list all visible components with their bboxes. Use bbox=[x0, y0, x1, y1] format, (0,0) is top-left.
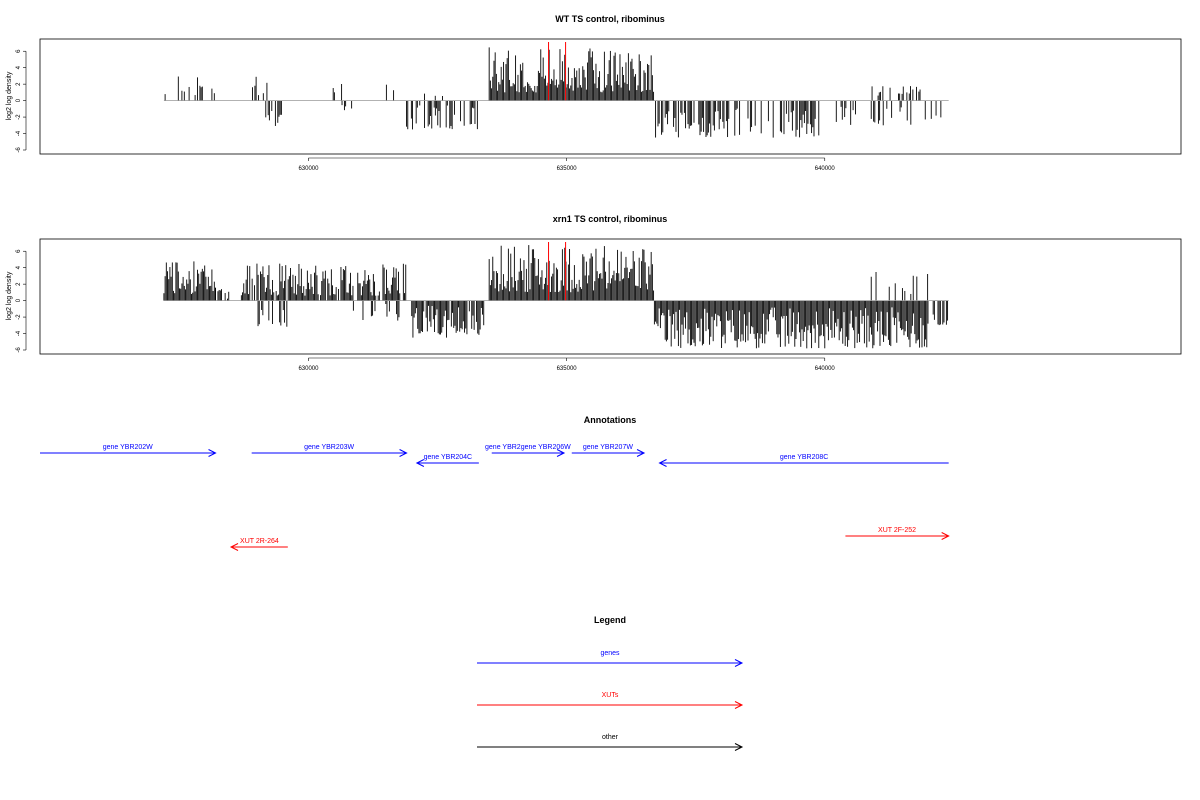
wt-track-title: WT TS control, ribominus bbox=[555, 14, 665, 24]
x-tick-label: 635000 bbox=[557, 166, 578, 172]
annotation-arrow: gene YBR204C bbox=[415, 454, 479, 467]
annotation-label: XUT 2F-252 bbox=[878, 527, 916, 534]
y-tick-label: -4 bbox=[16, 330, 22, 336]
y-tick-label: 6 bbox=[16, 49, 22, 53]
annotation-label: XUT 2R-264 bbox=[240, 538, 279, 545]
xrn1-track-panel: xrn1 TS control, ribominus log2 log dens… bbox=[6, 214, 1182, 372]
y-tick-label: -6 bbox=[16, 147, 22, 153]
annotations-title: Annotations bbox=[584, 415, 637, 425]
xrn1-track-title: xrn1 TS control, ribominus bbox=[553, 214, 668, 224]
y-tick-label: 2 bbox=[16, 282, 22, 286]
annotation-label: gene YBR207W bbox=[583, 444, 633, 451]
legend-label: genes bbox=[600, 650, 620, 657]
xrn1-y-axis-label: log2 log density bbox=[6, 271, 13, 320]
wt-track-panel: WT TS control, ribominus log2 log densit… bbox=[6, 14, 1182, 172]
legend-label: other bbox=[602, 734, 619, 741]
y-tick-label: -2 bbox=[16, 114, 22, 120]
wt-y-axis: -6 -4 -2 0 2 4 6 bbox=[16, 49, 27, 153]
xrn1-coverage-bars bbox=[163, 245, 949, 349]
legend-item-xuts: XUTs bbox=[477, 692, 744, 709]
annotation-label: gene YBR204C bbox=[424, 454, 473, 461]
wt-x-axis: 630000 635000 640000 bbox=[298, 157, 836, 172]
annotation-label: gene YBR2gene YBR206W bbox=[485, 444, 571, 451]
legend-item-genes: genes bbox=[477, 650, 744, 667]
annotation-label: gene YBR203W bbox=[304, 444, 354, 451]
annotation-arrow: XUT 2F-252 bbox=[845, 527, 950, 540]
annotation-label: gene YBR208C bbox=[780, 454, 829, 461]
annotation-arrow: gene YBR208C bbox=[658, 454, 949, 467]
legend-label: XUTs bbox=[602, 692, 619, 699]
y-tick-label: -2 bbox=[16, 314, 22, 320]
legend-item-other: other bbox=[477, 734, 744, 751]
xrn1-y-axis: -6 -4 -2 0 2 4 6 bbox=[16, 249, 27, 353]
y-tick-label: 4 bbox=[16, 265, 22, 269]
y-tick-label: -6 bbox=[16, 347, 22, 353]
y-tick-label: 2 bbox=[16, 82, 22, 86]
x-tick-label: 635000 bbox=[557, 366, 578, 372]
y-tick-label: 4 bbox=[16, 65, 22, 69]
y-tick-label: -4 bbox=[16, 130, 22, 136]
annotation-arrow: gene YBR2gene YBR206W bbox=[485, 444, 571, 457]
annotation-arrow: gene YBR203W bbox=[251, 444, 408, 457]
legend-title: Legend bbox=[594, 615, 626, 625]
annotation-label: gene YBR202W bbox=[103, 444, 153, 451]
xrn1-position-markers bbox=[548, 242, 567, 301]
annotation-arrow: XUT 2R-264 bbox=[229, 538, 288, 551]
xrn1-plot-frame bbox=[39, 238, 1182, 355]
y-tick-label: 6 bbox=[16, 249, 22, 253]
x-tick-label: 630000 bbox=[298, 166, 319, 172]
xrn1-x-axis: 630000 635000 640000 bbox=[298, 357, 836, 372]
x-tick-label: 630000 bbox=[298, 366, 319, 372]
annotation-arrow: gene YBR207W bbox=[571, 444, 646, 457]
x-tick-label: 640000 bbox=[815, 366, 836, 372]
y-tick-label: 0 bbox=[16, 98, 22, 102]
annotation-arrow: gene YBR202W bbox=[40, 444, 217, 457]
legend: genes XUTs other bbox=[477, 650, 744, 751]
y-tick-label: 0 bbox=[16, 298, 22, 302]
wt-coverage-bars bbox=[164, 47, 942, 138]
annotation-features: gene YBR202W gene YBR203W gene YBR204C gene… bbox=[40, 444, 950, 551]
wt-plot-frame bbox=[39, 38, 1182, 155]
wt-y-axis-label: log2 log density bbox=[6, 71, 13, 120]
wt-position-markers bbox=[548, 42, 567, 101]
x-tick-label: 640000 bbox=[815, 166, 836, 172]
